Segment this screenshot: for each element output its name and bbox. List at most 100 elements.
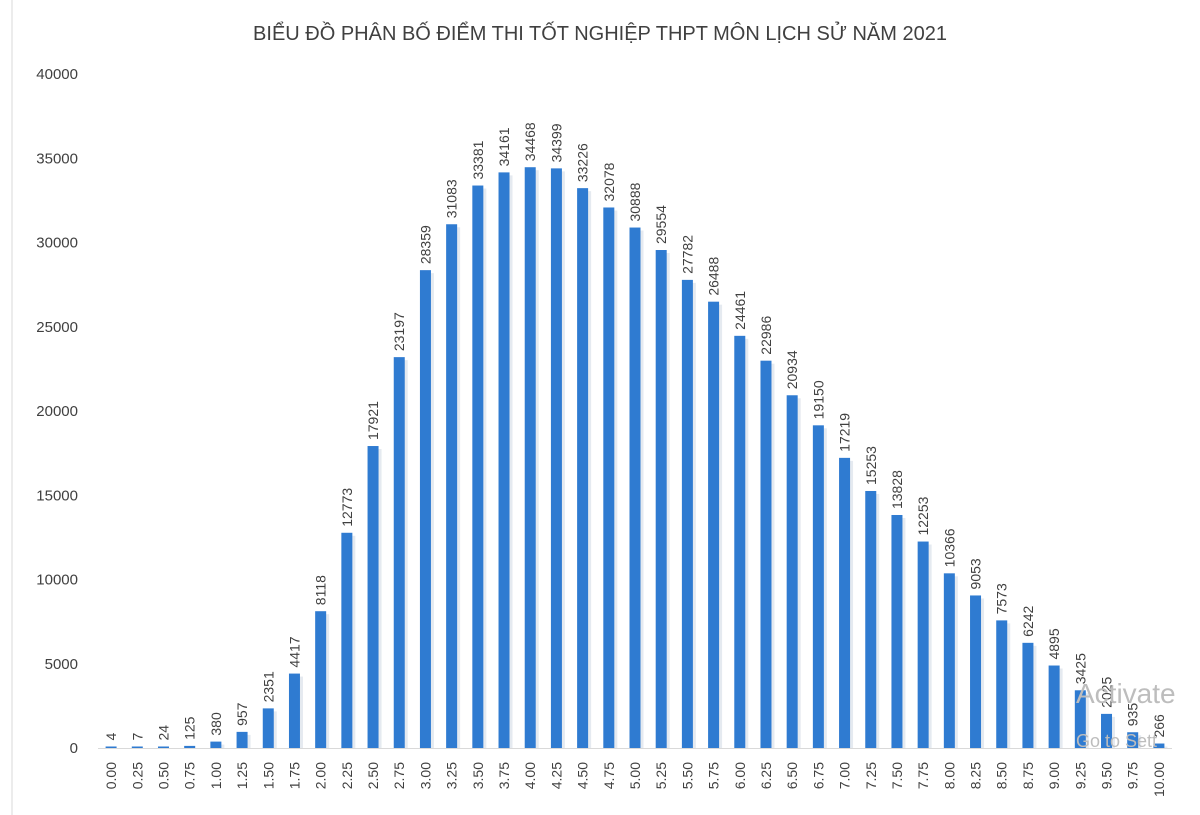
x-tick-label: 1.50 bbox=[260, 762, 276, 789]
x-tick-label: 9.25 bbox=[1072, 762, 1088, 789]
data-label: 15253 bbox=[863, 446, 879, 485]
data-label: 12253 bbox=[915, 496, 931, 535]
x-tick-label: 5.25 bbox=[653, 762, 669, 789]
bar bbox=[1074, 690, 1086, 748]
data-label: 9053 bbox=[968, 558, 984, 589]
x-tick-label: 8.25 bbox=[968, 762, 984, 789]
bar bbox=[603, 207, 615, 748]
bar bbox=[1153, 743, 1165, 748]
bar bbox=[865, 490, 877, 748]
bar bbox=[131, 746, 143, 748]
watermark-activate: Activate bbox=[1076, 678, 1176, 709]
bar bbox=[184, 745, 196, 748]
bar bbox=[655, 250, 667, 748]
x-tick-label: 4.00 bbox=[522, 762, 538, 789]
bar bbox=[341, 532, 353, 748]
bar bbox=[393, 357, 405, 748]
bar bbox=[472, 185, 484, 748]
x-tick-label: 7.50 bbox=[889, 762, 905, 789]
x-tick-label: 3.75 bbox=[496, 762, 512, 789]
bar bbox=[734, 335, 746, 748]
y-tick-label: 35000 bbox=[36, 150, 78, 167]
bar bbox=[891, 514, 903, 748]
data-label: 2025 bbox=[1099, 677, 1115, 708]
x-tick-label: 2.00 bbox=[313, 762, 329, 789]
bar bbox=[760, 360, 772, 748]
bar bbox=[498, 172, 510, 748]
bar bbox=[210, 741, 222, 748]
data-label: 3425 bbox=[1072, 653, 1088, 684]
x-tick-label: 10.00 bbox=[1151, 762, 1167, 797]
x-tick-label: 8.50 bbox=[994, 762, 1010, 789]
y-axis: 0 5000 10000 15000 20000 25000 30000 35000 40000 bbox=[36, 66, 78, 757]
bar bbox=[550, 168, 562, 749]
bar bbox=[629, 227, 641, 748]
bar bbox=[839, 457, 851, 748]
data-label: 8118 bbox=[313, 575, 329, 605]
data-label: 23197 bbox=[391, 312, 407, 351]
x-tick-label: 0.75 bbox=[182, 762, 198, 789]
bar bbox=[1127, 732, 1139, 748]
x-axis: 0.00 0.25 0.50 0.75 1.00 1.25 1.50 1.75 2.00 2.25… bbox=[98, 748, 1172, 797]
data-label: 28359 bbox=[417, 225, 433, 264]
data-label: 26488 bbox=[706, 257, 722, 296]
data-label: 4 bbox=[103, 733, 119, 741]
x-tick-label: 3.25 bbox=[444, 762, 460, 789]
x-tick-label: 6.50 bbox=[784, 762, 800, 789]
data-label: 957 bbox=[234, 702, 250, 726]
bar bbox=[419, 270, 431, 748]
data-label: 7573 bbox=[994, 583, 1010, 614]
x-tick-label: 4.75 bbox=[601, 762, 617, 789]
x-tick-label: 0.50 bbox=[155, 762, 171, 789]
bar bbox=[996, 620, 1008, 748]
bar bbox=[105, 746, 117, 748]
x-tick-label: 2.25 bbox=[339, 762, 355, 789]
x-tick-label: 8.75 bbox=[1020, 762, 1036, 789]
data-label: 33381 bbox=[470, 140, 486, 179]
bar bbox=[288, 673, 300, 748]
data-label: 31083 bbox=[444, 179, 460, 218]
data-label: 4895 bbox=[1046, 628, 1062, 659]
bar bbox=[577, 188, 589, 748]
data-label: 2351 bbox=[260, 671, 276, 702]
x-tick-label: 7.00 bbox=[837, 762, 853, 789]
data-label: 34468 bbox=[522, 122, 538, 161]
x-tick-label: 1.25 bbox=[234, 762, 250, 789]
x-tick-label: 9.75 bbox=[1125, 762, 1141, 789]
x-tick-label: 6.75 bbox=[810, 762, 826, 789]
x-tick-label: 4.50 bbox=[575, 762, 591, 789]
x-tick-label: 7.25 bbox=[863, 762, 879, 789]
x-tick-label: 5.50 bbox=[679, 762, 695, 789]
y-tick-label: 0 bbox=[70, 740, 78, 757]
x-tick-label: 2.75 bbox=[391, 762, 407, 789]
data-label: 6242 bbox=[1020, 605, 1036, 636]
data-label: 34399 bbox=[548, 123, 564, 162]
data-label: 27782 bbox=[679, 235, 695, 274]
x-tick-label: 8.00 bbox=[941, 762, 957, 789]
bar bbox=[1048, 665, 1060, 748]
data-label: 29554 bbox=[653, 205, 669, 244]
y-tick-label: 5000 bbox=[45, 656, 78, 673]
data-label: 4417 bbox=[286, 636, 302, 667]
x-tick-label: 6.00 bbox=[732, 762, 748, 789]
y-tick-label: 30000 bbox=[36, 235, 78, 252]
data-label: 24 bbox=[155, 725, 171, 741]
x-tick-label: 3.00 bbox=[417, 762, 433, 789]
data-label: 125 bbox=[182, 716, 198, 740]
x-tick-label: 9.00 bbox=[1046, 762, 1062, 789]
data-label: 34161 bbox=[496, 127, 512, 166]
x-tick-label: 0.00 bbox=[103, 762, 119, 789]
bar bbox=[970, 595, 982, 748]
y-tick-label: 25000 bbox=[36, 319, 78, 336]
data-label: 33226 bbox=[575, 143, 591, 182]
data-label: 20934 bbox=[784, 350, 800, 389]
bar bbox=[943, 573, 955, 748]
y-tick-label: 40000 bbox=[36, 66, 78, 83]
data-label: 30888 bbox=[627, 182, 643, 221]
x-tick-label: 0.25 bbox=[129, 762, 145, 789]
data-label: 12773 bbox=[339, 488, 355, 527]
data-label: 19150 bbox=[810, 380, 826, 419]
bar bbox=[681, 279, 693, 748]
x-tick-label: 5.00 bbox=[627, 762, 643, 789]
